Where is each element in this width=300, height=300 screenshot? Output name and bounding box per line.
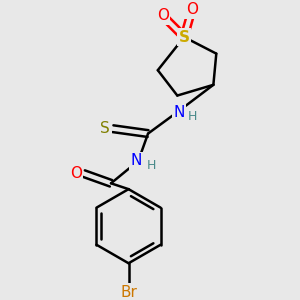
Text: N: N xyxy=(174,105,185,120)
Text: S: S xyxy=(178,29,190,44)
Text: H: H xyxy=(188,110,198,122)
Text: Br: Br xyxy=(120,285,137,300)
Text: N: N xyxy=(131,153,142,168)
Text: O: O xyxy=(157,8,169,23)
Text: S: S xyxy=(100,121,110,136)
Text: O: O xyxy=(186,2,198,17)
Text: H: H xyxy=(146,159,156,172)
Text: O: O xyxy=(70,166,82,181)
